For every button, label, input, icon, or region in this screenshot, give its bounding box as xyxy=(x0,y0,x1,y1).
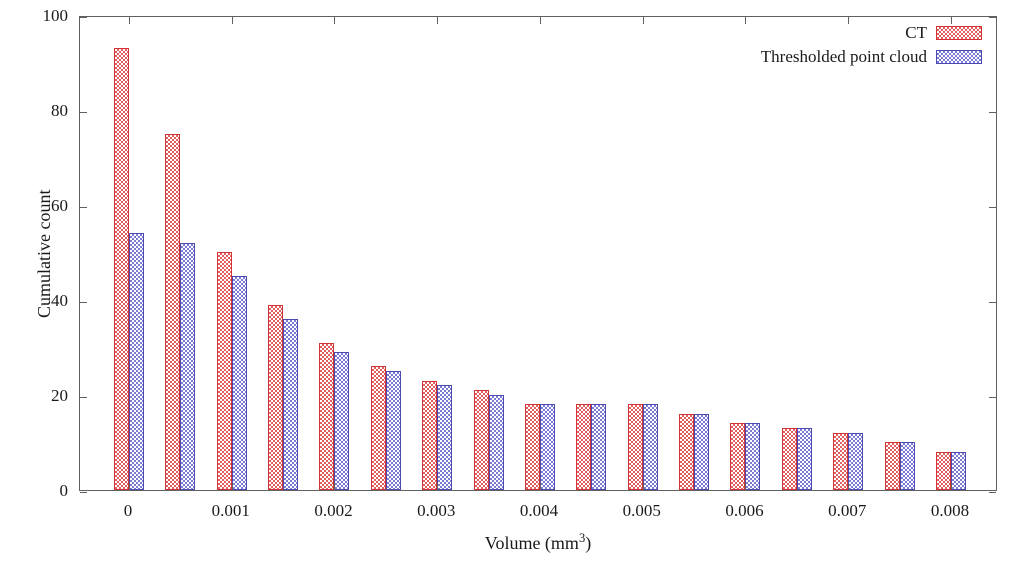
bar-ct-13 xyxy=(781,428,797,490)
bar-thresholded-point-cloud-8 xyxy=(539,404,555,490)
y-tick-left-4 xyxy=(80,112,87,113)
legend-swatch-ct xyxy=(936,25,982,40)
x-tick-bottom-7 xyxy=(848,483,850,490)
y-axis-label: Cumulative count xyxy=(34,189,54,318)
bar-ct-2 xyxy=(216,252,232,490)
bar-ct-14 xyxy=(833,433,849,490)
bar-ct-10 xyxy=(627,404,643,490)
bar-ct-4 xyxy=(319,343,335,490)
bar-thresholded-point-cloud-4 xyxy=(334,352,350,490)
bar-thresholded-point-cloud-7 xyxy=(488,395,504,490)
legend: CT Thresholded point cloud xyxy=(761,23,982,66)
y-tick-label-5: 100 xyxy=(42,6,69,25)
legend-item-ct: CT xyxy=(761,23,982,42)
bar-ct-11 xyxy=(679,414,695,490)
y-tick-label-3: 60 xyxy=(51,196,68,215)
y-tick-right-2 xyxy=(989,302,996,303)
bar-thresholded-point-cloud-16 xyxy=(950,452,966,490)
x-tick-label-5: 0.005 xyxy=(622,501,661,520)
bar-ct-1 xyxy=(165,134,181,490)
bar-thresholded-point-cloud-10 xyxy=(642,404,658,490)
bar-ct-16 xyxy=(935,452,951,490)
x-tick-top-1 xyxy=(231,17,233,24)
bar-ct-9 xyxy=(576,404,592,490)
y-tick-left-1 xyxy=(80,397,87,398)
x-tick-top-3 xyxy=(437,17,439,24)
y-tick-right-3 xyxy=(989,207,996,208)
x-tick-label-2: 0.002 xyxy=(314,501,353,520)
y-tick-label-1: 20 xyxy=(51,386,68,405)
bar-ct-5 xyxy=(370,366,386,490)
y-tick-left-3 xyxy=(80,207,87,208)
x-tick-bottom-5 xyxy=(642,483,644,490)
bar-ct-0 xyxy=(114,48,129,490)
y-tick-right-0 xyxy=(989,492,996,493)
x-tick-label-3: 0.003 xyxy=(417,501,456,520)
plot-area: CT Thresholded point cloud xyxy=(79,16,997,493)
bar-ct-15 xyxy=(884,442,900,490)
bar-thresholded-point-cloud-12 xyxy=(745,423,761,490)
legend-label-ct: CT xyxy=(905,23,927,42)
bar-ct-8 xyxy=(524,404,540,490)
bar-ct-6 xyxy=(422,381,438,490)
x-tick-bottom-8 xyxy=(950,483,952,490)
legend-label-thresholded-point-cloud: Thresholded point cloud xyxy=(760,47,927,66)
x-tick-bottom-6 xyxy=(745,483,747,490)
bar-thresholded-point-cloud-6 xyxy=(437,385,453,490)
x-tick-bottom-0 xyxy=(129,483,130,490)
bar-thresholded-point-cloud-0 xyxy=(129,233,144,490)
x-tick-label-1: 0.001 xyxy=(211,501,250,520)
y-tick-label-0: 0 xyxy=(59,481,69,500)
x-tick-label-7: 0.007 xyxy=(828,501,867,520)
x-axis-label-text: Volume (mm xyxy=(484,533,579,553)
y-tick-label-4: 80 xyxy=(51,101,68,120)
bar-thresholded-point-cloud-3 xyxy=(283,319,299,490)
x-tick-label-8: 0.008 xyxy=(930,501,970,520)
x-tick-top-5 xyxy=(642,17,644,24)
y-tick-right-1 xyxy=(989,397,996,398)
bar-thresholded-point-cloud-15 xyxy=(899,442,915,490)
x-axis-label-suffix: ) xyxy=(585,533,592,553)
x-tick-label-6: 0.006 xyxy=(725,501,764,520)
legend-item-thresholded-point-cloud: Thresholded point cloud xyxy=(761,47,982,66)
x-tick-top-4 xyxy=(539,17,541,24)
y-tick-left-2 xyxy=(80,302,87,303)
x-tick-bottom-4 xyxy=(539,483,541,490)
bar-thresholded-point-cloud-1 xyxy=(180,243,196,490)
bar-thresholded-point-cloud-5 xyxy=(385,371,401,490)
bar-ct-3 xyxy=(268,305,284,490)
bar-ct-7 xyxy=(473,390,489,490)
x-tick-label-4: 0.004 xyxy=(519,501,559,520)
x-tick-label-0: 0 xyxy=(123,501,133,520)
bar-thresholded-point-cloud-9 xyxy=(591,404,607,490)
legend-swatch-thresholded-point-cloud xyxy=(936,49,982,64)
x-tick-bottom-3 xyxy=(437,483,439,490)
x-axis-label-superscript: 3 xyxy=(578,531,586,545)
y-tick-label-2: 40 xyxy=(51,291,68,310)
bar-thresholded-point-cloud-11 xyxy=(694,414,710,490)
x-tick-top-6 xyxy=(745,17,747,24)
y-tick-left-5 xyxy=(80,17,87,18)
x-tick-top-0 xyxy=(129,17,130,24)
bar-thresholded-point-cloud-2 xyxy=(231,276,247,490)
bar-thresholded-point-cloud-14 xyxy=(848,433,864,490)
bar-ct-12 xyxy=(730,423,746,490)
x-tick-bottom-2 xyxy=(334,483,336,490)
x-tick-bottom-1 xyxy=(231,483,233,490)
x-tick-top-7 xyxy=(848,17,850,24)
y-tick-right-4 xyxy=(989,112,996,113)
x-axis-label: Volume (mm3) xyxy=(79,531,997,554)
bar-thresholded-point-cloud-13 xyxy=(796,428,812,490)
y-tick-right-5 xyxy=(989,17,996,18)
x-tick-top-2 xyxy=(334,17,336,24)
y-tick-left-0 xyxy=(80,492,87,493)
x-tick-top-8 xyxy=(950,17,952,24)
